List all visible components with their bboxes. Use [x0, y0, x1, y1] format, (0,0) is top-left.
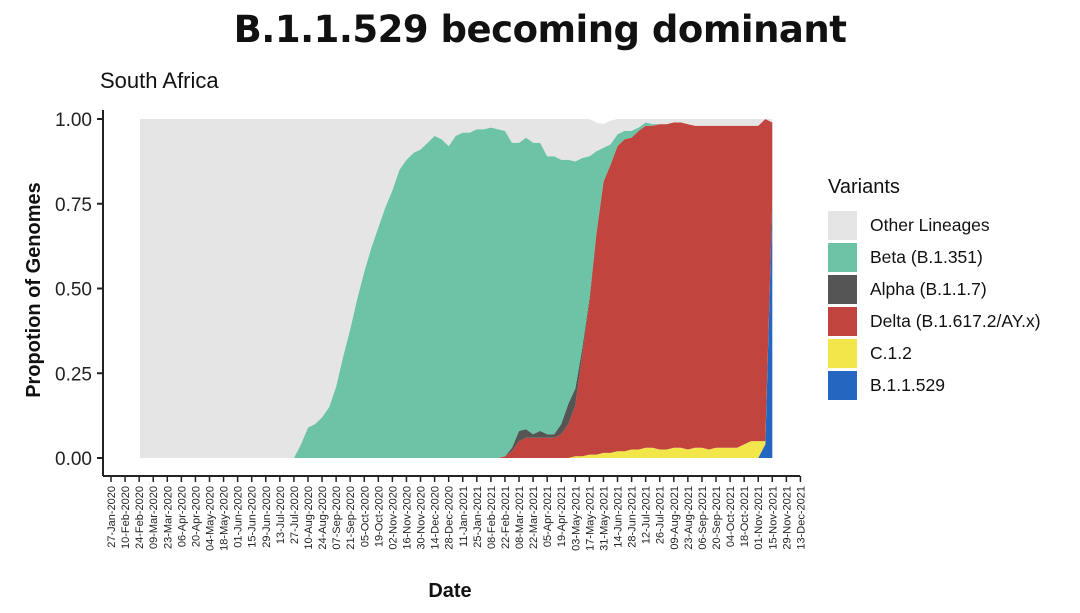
x-tick-label: 22-Mar-2021 — [528, 486, 540, 549]
x-tick-label: 30-Nov-2020 — [416, 486, 428, 550]
x-tick-label: 01-Nov-2021 — [753, 486, 765, 550]
legend-label: C.1.2 — [870, 342, 912, 363]
x-tick-label: 19-Oct-2020 — [373, 486, 385, 547]
stacked-areas — [125, 119, 773, 458]
y-tick-label: 0.75 — [55, 195, 92, 216]
legend-swatch — [828, 242, 857, 272]
legend-item: Delta (B.1.617.2/AY.x) — [828, 305, 1041, 337]
x-tick-label: 06-Sep-2021 — [697, 486, 709, 550]
area-delta-b-1-617-2-ay-x- — [125, 119, 773, 458]
y-tick-label: 0.25 — [55, 364, 92, 385]
x-tick-label: 31-May-2021 — [599, 486, 611, 551]
legend-swatch — [828, 338, 857, 368]
legend-swatch — [828, 210, 857, 240]
chart-subtitle: South Africa — [100, 68, 219, 93]
legend-label: Delta (B.1.617.2/AY.x) — [870, 310, 1041, 331]
x-tick-label: 05-Oct-2020 — [359, 486, 371, 547]
legend-label: Alpha (B.1.1.7) — [870, 278, 987, 299]
x-tick-label: 13-Jul-2020 — [275, 486, 287, 544]
legend-item: C.1.2 — [828, 337, 1041, 369]
legend-swatch — [828, 370, 857, 400]
x-tick-label: 04-Oct-2021 — [725, 486, 737, 547]
x-tick-label: 14-Jun-2021 — [613, 486, 625, 548]
area-other-lineages — [125, 119, 773, 458]
axes: 0.00 0.25 0.50 0.75 1.00 27-Jan-2020 10-Feb-20… — [55, 110, 807, 551]
x-tick-label: 08-Mar-2021 — [514, 486, 526, 549]
x-tick-label: 24-Feb-2020 — [134, 486, 146, 549]
x-tick-label: 05-Apr-2021 — [542, 486, 554, 547]
legend-label: B.1.1.529 — [870, 374, 945, 395]
x-tick-label: 04-May-2020 — [205, 486, 217, 551]
x-tick-label: 14-Dec-2020 — [430, 486, 442, 550]
legend-item: Other Lineages — [828, 209, 1041, 241]
legend: Variants Other Lineages Beta (B.1.351) Alp… — [828, 176, 1041, 401]
x-tick-label: 15-Jun-2020 — [247, 486, 259, 548]
x-tick-label: 24-Aug-2020 — [317, 486, 329, 550]
legend-label: Other Lineages — [870, 214, 990, 235]
legend-item: Beta (B.1.351) — [828, 241, 1041, 273]
x-tick-label: 28-Dec-2020 — [444, 486, 456, 550]
x-tick-label: 27-Jul-2020 — [289, 486, 301, 544]
x-tick-label: 29-Jun-2020 — [261, 486, 273, 548]
x-tick-label: 12-Jul-2021 — [641, 486, 653, 544]
x-tick-label: 22-Feb-2021 — [500, 486, 512, 549]
x-tick-label: 20-Sep-2021 — [711, 486, 723, 550]
x-tick-label: 23-Aug-2021 — [683, 486, 695, 550]
page-title: B.1.1.529 becoming dominant — [233, 8, 847, 51]
x-tick-label: 10-Feb-2020 — [120, 486, 132, 549]
x-tick-label: 18-Oct-2021 — [739, 486, 751, 547]
x-tick-label: 02-Nov-2020 — [387, 486, 399, 550]
legend-swatch — [828, 306, 857, 336]
x-tick-label: 19-Apr-2021 — [556, 486, 568, 547]
y-axis-label: Propotion of Genomes — [23, 182, 45, 398]
x-tick-label: 07-Sep-2020 — [331, 486, 343, 550]
legend-item: B.1.1.529 — [828, 369, 1041, 401]
x-tick-label: 09-Mar-2020 — [148, 486, 160, 549]
x-tick-label: 27-Jan-2020 — [106, 486, 118, 548]
x-tick-label: 21-Sep-2020 — [345, 486, 357, 550]
legend-item: Alpha (B.1.1.7) — [828, 273, 1041, 305]
x-tick-label: 29-Nov-2021 — [781, 486, 793, 550]
x-tick-label: 15-Nov-2021 — [767, 486, 779, 550]
x-tick-label: 10-Aug-2020 — [303, 486, 315, 550]
x-tick-label: 28-Jun-2021 — [627, 486, 639, 548]
legend-title: Variants — [828, 176, 900, 198]
x-tick-label: 09-Aug-2021 — [669, 486, 681, 550]
x-tick-label: 23-Mar-2020 — [162, 486, 174, 549]
legend-swatch — [828, 274, 857, 304]
x-tick-label: 03-May-2021 — [570, 486, 582, 551]
x-tick-label: 06-Apr-2020 — [176, 486, 188, 547]
x-tick-label: 18-May-2020 — [219, 486, 231, 551]
x-tick-label: 26-Jul-2021 — [655, 486, 667, 544]
x-tick-label: 08-Feb-2021 — [486, 486, 498, 549]
x-tick-label: 01-Jun-2020 — [233, 486, 245, 548]
y-tick-label: 1.00 — [55, 110, 92, 131]
x-axis-label: Date — [428, 580, 471, 602]
x-tick-label: 13-Dec-2021 — [795, 486, 807, 550]
x-tick-label: 25-Jan-2021 — [472, 486, 484, 548]
area-beta-b-1-351- — [125, 119, 773, 458]
x-tick-label: 17-May-2021 — [584, 486, 596, 551]
legend-label: Beta (B.1.351) — [870, 246, 983, 267]
x-tick-label: 16-Nov-2020 — [402, 486, 414, 550]
y-tick-label: 0.00 — [55, 449, 92, 470]
y-tick-label: 0.50 — [55, 280, 92, 301]
x-tick-label: 20-Apr-2020 — [190, 486, 202, 547]
x-tick-label: 11-Jan-2021 — [458, 486, 470, 547]
